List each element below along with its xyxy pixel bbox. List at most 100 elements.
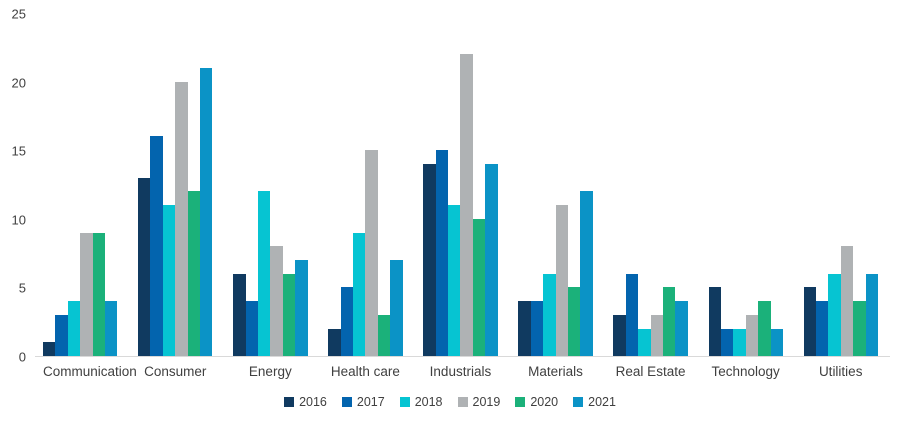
- bar-2017: [816, 301, 829, 356]
- legend: 2016 2017 2018 2019 2020 2021: [0, 395, 900, 409]
- bar-2021: [390, 259, 403, 356]
- x-axis-label: Materials: [528, 364, 583, 379]
- bar-2020: [663, 287, 676, 356]
- bar-2017: [245, 301, 258, 356]
- y-axis: 0 5 10 15 20 25: [0, 0, 26, 422]
- bar-group-utilities: [803, 14, 878, 356]
- legend-label: 2016: [299, 395, 327, 409]
- bar-group-energy: [233, 14, 308, 356]
- bar-2020: [377, 314, 391, 356]
- bar-2021: [770, 328, 783, 356]
- bar-2017: [340, 287, 354, 356]
- bar-2018: [257, 191, 271, 356]
- legend-marker-icon: [399, 397, 410, 407]
- x-axis-label: Industrials: [429, 364, 492, 379]
- bar-2019: [745, 314, 759, 356]
- bar-group-technology: [708, 14, 783, 356]
- bar-2019: [365, 150, 378, 356]
- bar-group-industrials: [423, 14, 498, 356]
- legend-marker-icon: [341, 397, 352, 407]
- bar-2019: [650, 314, 664, 356]
- bar-2016: [328, 328, 341, 356]
- y-tick-label: 20: [11, 75, 26, 91]
- bar-group-materials: [518, 14, 593, 356]
- legend-marker-icon: [284, 397, 295, 407]
- bar-2021: [485, 163, 498, 356]
- legend-label: 2021: [588, 395, 616, 409]
- bar-group-real-estate: [613, 14, 688, 356]
- bar-2018: [543, 273, 556, 356]
- bar-2020: [472, 218, 486, 356]
- bar-2017: [150, 136, 163, 356]
- legend-label: 2020: [530, 395, 559, 409]
- bar-2020: [853, 301, 866, 356]
- bar-2016: [138, 177, 151, 356]
- bar-2020: [567, 287, 581, 356]
- legend-marker-icon: [457, 397, 468, 407]
- bar-2021: [200, 67, 213, 356]
- x-axis-label: Consumer: [144, 364, 207, 379]
- bar-2017: [55, 314, 68, 356]
- bar-2016: [613, 314, 626, 356]
- bar-group-consumer: [138, 14, 213, 356]
- y-tick-label: 15: [11, 143, 26, 159]
- bar-2018: [638, 328, 651, 356]
- legend-item-2018: 2018: [399, 395, 443, 409]
- bar-2016: [518, 301, 531, 356]
- bar-2018: [67, 301, 81, 356]
- legend-item-2021: 2021: [573, 395, 616, 409]
- bar-2021: [295, 259, 308, 356]
- legend-marker-icon: [515, 397, 526, 407]
- bar-group-communication: [43, 14, 118, 356]
- bar-2018: [733, 328, 746, 356]
- bar-2019: [460, 54, 473, 356]
- y-tick-label: 10: [11, 212, 26, 228]
- bar-2020: [92, 232, 105, 356]
- x-axis-label: Communication: [43, 364, 137, 379]
- bar-2017: [530, 301, 544, 356]
- plot-area: Communication Consumer Energy Health care In…: [35, 14, 890, 379]
- legend-label: 2018: [414, 395, 443, 409]
- bar-2016: [803, 287, 817, 356]
- bar-2021: [580, 191, 593, 356]
- bar-2016: [233, 273, 246, 356]
- bar-2018: [162, 205, 176, 356]
- bar-2019: [80, 232, 93, 356]
- bar-2019: [270, 246, 283, 356]
- bar-2016: [423, 163, 436, 356]
- bar-2021: [865, 273, 878, 356]
- legend-item-2016: 2016: [284, 395, 327, 409]
- bars-area: [35, 14, 890, 357]
- bar-group-health-care: [328, 14, 403, 356]
- bar-2017: [720, 328, 734, 356]
- bar-2018: [353, 232, 366, 356]
- x-axis-label: Technology: [711, 364, 780, 379]
- bar-2020: [758, 301, 771, 356]
- bar-2021: [104, 301, 118, 356]
- bar-2017: [435, 150, 449, 356]
- x-axis-label: Real Estate: [615, 364, 686, 379]
- bar-2019: [175, 81, 188, 356]
- legend-marker-icon: [573, 397, 584, 407]
- y-tick-label: 5: [18, 280, 26, 296]
- x-axis-label: Health care: [330, 364, 400, 379]
- bar-2016: [708, 287, 721, 356]
- y-tick-label: 25: [11, 6, 26, 22]
- x-axis-label: Utilities: [818, 364, 863, 379]
- bar-2017: [625, 273, 639, 356]
- y-tick-label: 0: [18, 349, 26, 365]
- x-axis-labels: Communication Consumer Energy Health care In…: [35, 364, 890, 379]
- legend-item-2019: 2019: [457, 395, 501, 409]
- legend-item-2017: 2017: [341, 395, 385, 409]
- bar-2016: [43, 342, 56, 356]
- bar-2019: [840, 246, 854, 356]
- bar-2020: [187, 191, 201, 356]
- bar-2019: [555, 205, 568, 356]
- bar-2021: [675, 301, 688, 356]
- legend-label: 2019: [472, 395, 501, 409]
- bar-2020: [282, 273, 296, 356]
- bar-2018: [448, 205, 461, 356]
- bar-2018: [828, 273, 841, 356]
- legend-item-2020: 2020: [515, 395, 558, 409]
